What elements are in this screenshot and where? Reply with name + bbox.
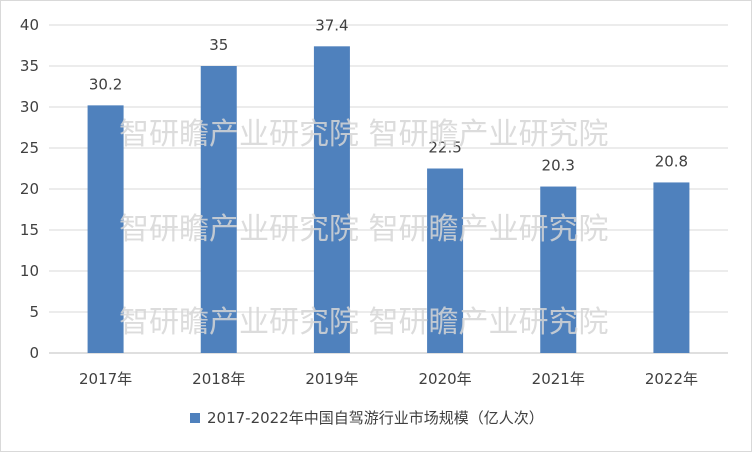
x-axis-ticks: 2017年 2018年 2019年 2020年 2021年 2022年 [79,370,698,388]
y-tick-label: 20 [20,180,39,198]
data-label: 20.3 [542,157,575,175]
legend-label: 2017-2022年中国自驾游行业市场规模（亿人次） [207,409,544,427]
y-tick-label: 25 [20,139,39,157]
x-tick-label: 2018年 [192,370,245,388]
y-tick-label: 10 [20,262,39,280]
bar [427,168,464,353]
x-tick-label: 2020年 [418,370,471,388]
watermark-text: 智研瞻产业研究院 智研瞻产业研究院 [119,117,609,152]
gridlines [49,24,728,354]
watermark-text: 智研瞻产业研究院 智研瞻产业研究院 [119,212,609,247]
data-label: 22.5 [428,139,461,157]
data-label: 20.8 [655,152,688,170]
y-tick-label: 5 [29,303,39,321]
bar [87,105,124,353]
data-label: 35 [209,36,228,54]
bar [313,46,350,353]
y-tick-label: 15 [20,221,39,239]
bar [653,182,690,353]
data-label: 30.2 [89,75,122,93]
y-axis-ticks: 0 5 10 15 20 25 30 35 40 [20,16,39,362]
data-labels: 30.2 35 37.4 22.5 20.3 20.8 [89,16,688,174]
legend-swatch [190,413,200,423]
x-tick-label: 2019年 [305,370,358,388]
data-label: 37.4 [315,16,348,34]
x-tick-label: 2021年 [532,370,585,388]
x-tick-label: 2022年 [645,370,698,388]
y-tick-label: 35 [20,57,39,75]
y-tick-label: 30 [20,98,39,116]
y-tick-label: 40 [20,16,39,34]
bars [87,46,690,353]
y-tick-label: 0 [29,344,39,362]
legend: 2017-2022年中国自驾游行业市场规模（亿人次） [190,409,544,427]
bar [200,66,237,353]
watermark-text: 智研瞻产业研究院 智研瞻产业研究院 [119,305,609,340]
bar [540,186,577,353]
x-tick-label: 2017年 [79,370,132,388]
